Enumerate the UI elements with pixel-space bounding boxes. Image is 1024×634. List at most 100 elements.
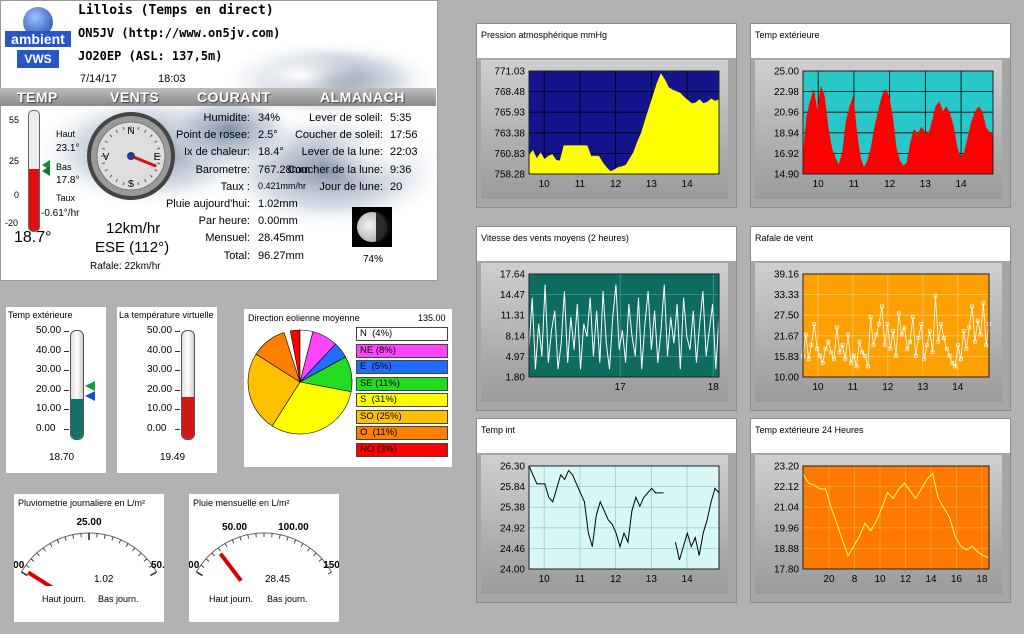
chart-line-series [528, 284, 720, 370]
x-tick-label: 17 [615, 382, 627, 393]
chart-point [984, 343, 989, 348]
y-tick-label: 763.38 [494, 128, 525, 139]
temp-scale-0: 0 [14, 190, 20, 200]
thermo-tick [175, 409, 180, 410]
taux-value: -0.61°/hr [41, 208, 80, 219]
header-almanach: ALMANACH [320, 89, 405, 105]
chart-title: Temp extérieure 24 Heures [751, 419, 1010, 453]
compass-v: V [103, 152, 110, 163]
chart-panel: Temp extérieure 25.00 22.98 20.96 18.94 16.92… [750, 23, 1011, 208]
thermo-scale-label: 30.00 [147, 364, 173, 375]
rain-month-value: 28.45 [265, 574, 291, 585]
chart-point [956, 343, 960, 348]
thermo-scale-label: 40.00 [147, 344, 173, 356]
wind-speed: 12km/hr [106, 220, 161, 237]
bas-marker-icon [42, 166, 50, 176]
current-value: 767.28mm [258, 163, 310, 176]
y-tick-label: 760.83 [494, 149, 525, 160]
gauge-scale-label: 100.00 [278, 522, 309, 533]
thermo-scale-label: 0.00 [36, 422, 56, 434]
pie-legend-item: E (5%) [356, 360, 448, 374]
pie-legend-label: SO (25%) [360, 410, 402, 422]
x-tick-label: 18 [976, 574, 988, 585]
chart-point [981, 300, 986, 305]
wind-pie-value: 135.00 [418, 313, 446, 323]
thermo-ext-marker-icon [85, 381, 95, 391]
almanac-label: Coucher de la lune: [287, 163, 383, 176]
rain-day-value: 1.02 [94, 574, 114, 585]
almanac-value: 20 [390, 180, 403, 193]
pie-legend-item: O (11%) [356, 426, 448, 440]
gauge-needle [27, 570, 54, 586]
almanac-value: 22:03 [390, 146, 418, 159]
taux-label: Taux [56, 193, 76, 203]
rain-month-left: Haut journ. [209, 594, 254, 604]
chart-point [950, 361, 955, 365]
current-label: Humidite: [203, 112, 250, 124]
chart-plot: 25.00 22.98 20.96 18.94 16.92 14.90 10 11 12 13 14 [774, 67, 994, 190]
current-label: Par heure: [198, 215, 250, 228]
chart-point [863, 353, 867, 358]
chart-line-series [528, 465, 720, 561]
chart-point [823, 346, 828, 351]
current-label: Total: [223, 249, 250, 262]
y-tick-label: 19.96 [774, 523, 799, 534]
chart-point [868, 315, 873, 319]
y-tick-label: 24.46 [500, 544, 525, 555]
chart-point [913, 353, 918, 358]
header-temp: TEMP [17, 89, 58, 105]
y-tick-label: 1.80 [506, 373, 526, 384]
y-tick-label: 23.20 [774, 462, 799, 473]
chart-point [911, 315, 915, 319]
chart-point [888, 346, 893, 351]
current-label: Barometre: [195, 163, 250, 176]
temp-now: 18.7° [14, 229, 52, 246]
chart-point [894, 353, 898, 358]
wind-gust: Rafale: 22km/hr [90, 261, 161, 272]
thermo-tick [175, 331, 180, 332]
chart-point [880, 304, 884, 309]
chart-point [843, 357, 848, 362]
almanac-label: Coucher de soleil: [294, 129, 383, 142]
thermo-scale-label: 50.00 [147, 325, 173, 336]
almanac-value: 5:35 [390, 112, 412, 124]
pie-legend-label: S (31%) [360, 394, 397, 405]
current-label: Point de rosee: [176, 129, 250, 142]
bas-label: Bas [56, 162, 72, 172]
x-tick-label: 8 [852, 574, 858, 585]
pie-slice [247, 353, 301, 427]
chart-point [896, 311, 901, 316]
thermo-tick [175, 370, 180, 371]
pie-legend-label: NE (8%) [360, 344, 396, 356]
y-tick-label: 18.88 [774, 544, 799, 555]
wind-direction-pie [247, 329, 353, 435]
chart-point [967, 325, 972, 330]
ambient-logo: ambient VWS [5, 5, 71, 69]
chart-point [975, 318, 980, 323]
thermo-virt-value: 19.49 [160, 452, 186, 463]
chart-point [812, 322, 817, 326]
thermo-ext-tube [70, 330, 84, 440]
y-tick-label: 20.96 [774, 108, 799, 119]
pie-legend-item: SE (11%) [356, 376, 448, 391]
chart-point [865, 364, 870, 369]
chart-point [837, 350, 842, 355]
current-value: 2.5° [258, 129, 278, 142]
compass-s: S [128, 179, 135, 190]
chart-line-series [802, 295, 990, 368]
wind-direction-panel: Direction eolienne moyenne 135.00 N (4%)… [244, 309, 452, 467]
pie-legend-label: N (4%) [360, 328, 393, 339]
y-tick-label: 8.14 [506, 331, 526, 342]
chart-plot: 23.20 22.12 21.04 19.96 18.88 17.80 20 8 10 12 14 1… [774, 462, 990, 585]
chart-point [927, 329, 932, 333]
station-panel: ambient VWS Lillois (Temps en direct) ON… [0, 0, 438, 281]
chart-point [908, 339, 912, 344]
chart-panel: Vitesse des vents moyens (2 heures) 17.64… [476, 226, 737, 411]
current-value: 0.00mm [258, 215, 298, 228]
gauge-scale-label: 50.00 [222, 522, 247, 533]
y-tick-label: 21.04 [774, 503, 799, 514]
chart-area-series [528, 73, 720, 175]
header-courant: COURANT [197, 89, 271, 105]
chart-point [806, 357, 811, 362]
gauge-needle [218, 552, 243, 582]
